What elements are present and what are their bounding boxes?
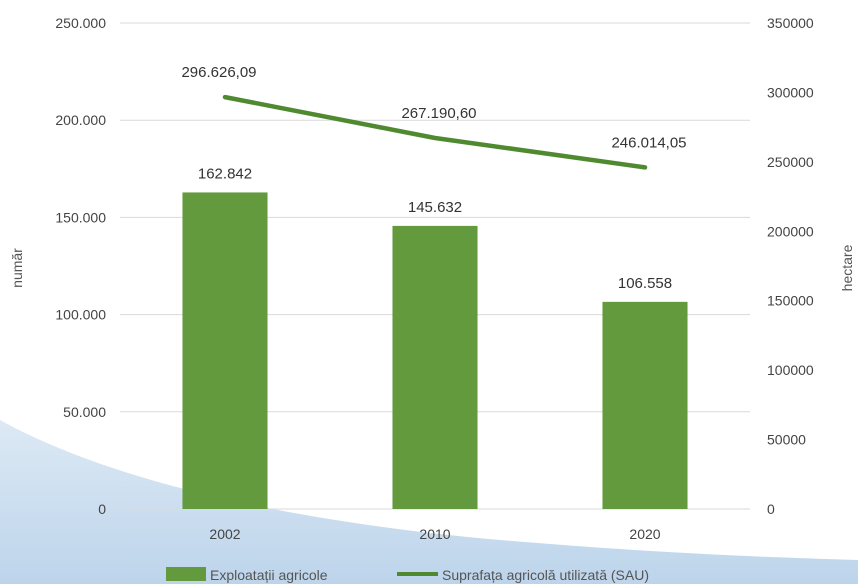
legend-line-label: Suprafața agricolă utilizată (SAU) xyxy=(442,567,649,583)
bar-value-label: 106.558 xyxy=(618,275,672,292)
bar xyxy=(392,225,478,509)
y2-tick-label: 350000 xyxy=(767,15,814,31)
y2-tick-label: 300000 xyxy=(767,84,814,100)
y2-axis-title: hectare xyxy=(839,244,855,291)
y-tick-label: 0 xyxy=(98,501,106,517)
bar xyxy=(602,301,688,509)
legend-bar-swatch xyxy=(166,567,206,581)
data-labels: 162.842 145.632 106.558 296.626,09 267.190,6… xyxy=(181,64,686,292)
line-value-label: 267.190,60 xyxy=(401,105,476,122)
bar-series xyxy=(182,192,688,509)
x-tick-label: 2010 xyxy=(419,526,450,542)
right-axis-ticks: 0 50000 100000 150000 200000 250000 300000 3500… xyxy=(767,15,814,517)
legend-bar-label: Exploatații agricole xyxy=(210,567,328,583)
y2-tick-label: 50000 xyxy=(767,432,806,448)
line-value-label: 296.626,09 xyxy=(181,64,256,81)
y2-tick-label: 200000 xyxy=(767,223,814,239)
x-axis-ticks: 2002 2010 2020 xyxy=(209,526,660,542)
bar-value-label: 145.632 xyxy=(408,199,462,216)
x-tick-label: 2002 xyxy=(209,526,240,542)
y-axis-title: număr xyxy=(9,248,25,288)
y-tick-label: 150.000 xyxy=(55,209,106,225)
y2-tick-label: 100000 xyxy=(767,362,814,378)
line-value-label: 246.014,05 xyxy=(611,134,686,151)
bar xyxy=(182,192,268,509)
y2-tick-label: 250000 xyxy=(767,154,814,170)
y-tick-label: 50.000 xyxy=(63,404,106,420)
y-tick-label: 100.000 xyxy=(55,307,106,323)
decorative-wave xyxy=(0,420,858,584)
y-tick-label: 200.000 xyxy=(55,112,106,128)
y2-tick-label: 0 xyxy=(767,501,775,517)
x-tick-label: 2020 xyxy=(629,526,660,542)
line-series xyxy=(222,94,648,170)
y-tick-label: 250.000 xyxy=(55,15,106,31)
left-axis-ticks: 0 50.000 100.000 150.000 200.000 250.000 xyxy=(55,15,106,517)
y2-tick-label: 150000 xyxy=(767,293,814,309)
bar-value-label: 162.842 xyxy=(198,165,252,182)
legend: Exploatații agricole Suprafața agricolă … xyxy=(166,567,649,583)
